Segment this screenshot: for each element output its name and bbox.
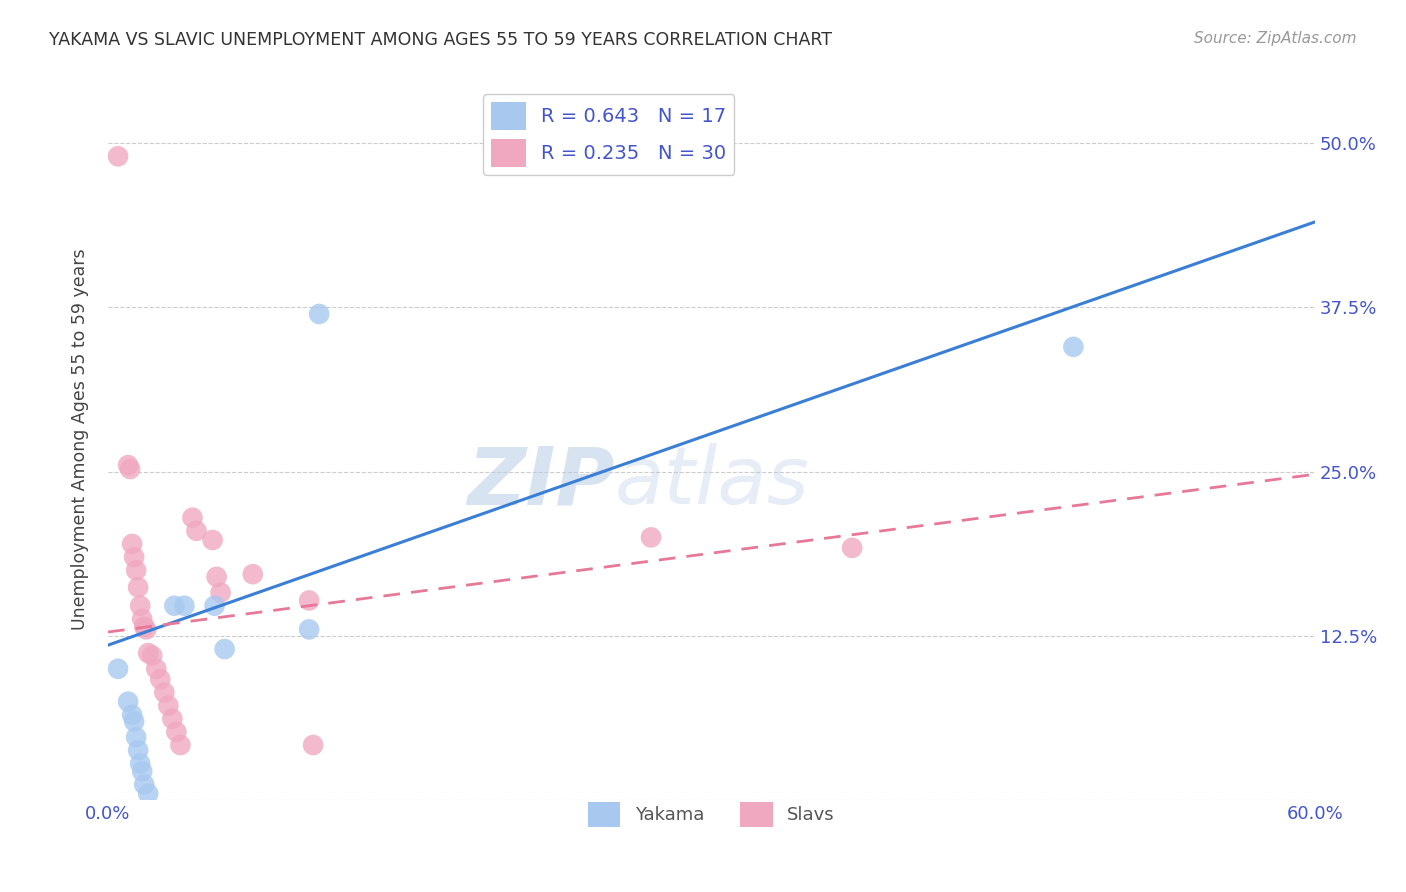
Point bbox=[205, 570, 228, 584]
Point bbox=[122, 550, 145, 565]
Point bbox=[149, 673, 172, 687]
Point bbox=[117, 695, 139, 709]
Y-axis label: Unemployment Among Ages 55 to 59 years: Unemployment Among Ages 55 to 59 years bbox=[72, 248, 89, 630]
Point bbox=[640, 530, 662, 544]
Point bbox=[122, 714, 145, 729]
Text: YAKAMA VS SLAVIC UNEMPLOYMENT AMONG AGES 55 TO 59 YEARS CORRELATION CHART: YAKAMA VS SLAVIC UNEMPLOYMENT AMONG AGES… bbox=[49, 31, 832, 49]
Legend: Yakama, Slavs: Yakama, Slavs bbox=[581, 795, 842, 835]
Point bbox=[129, 599, 152, 613]
Point bbox=[117, 458, 139, 472]
Point bbox=[173, 599, 195, 613]
Point bbox=[145, 662, 167, 676]
Point bbox=[186, 524, 208, 538]
Point bbox=[1062, 340, 1084, 354]
Point bbox=[136, 787, 159, 801]
Point bbox=[107, 662, 129, 676]
Point bbox=[165, 724, 187, 739]
Point bbox=[121, 537, 143, 551]
Point bbox=[131, 612, 153, 626]
Point bbox=[298, 623, 321, 637]
Point bbox=[136, 646, 159, 660]
Point bbox=[308, 307, 330, 321]
Point bbox=[129, 756, 152, 771]
Point bbox=[169, 738, 191, 752]
Text: atlas: atlas bbox=[614, 443, 810, 521]
Point bbox=[157, 698, 180, 713]
Point bbox=[125, 563, 148, 577]
Point bbox=[131, 764, 153, 779]
Point bbox=[181, 510, 204, 524]
Point bbox=[127, 580, 149, 594]
Point bbox=[153, 685, 176, 699]
Point bbox=[162, 712, 184, 726]
Point bbox=[242, 567, 264, 582]
Point bbox=[841, 541, 863, 555]
Point bbox=[134, 777, 156, 791]
Point bbox=[298, 593, 321, 607]
Point bbox=[214, 642, 236, 657]
Point bbox=[209, 585, 232, 599]
Point bbox=[163, 599, 186, 613]
Point bbox=[120, 462, 142, 476]
Point bbox=[141, 648, 163, 663]
Point bbox=[204, 599, 226, 613]
Point bbox=[302, 738, 325, 752]
Text: ZIP: ZIP bbox=[467, 443, 614, 521]
Point bbox=[121, 707, 143, 722]
Point bbox=[125, 730, 148, 744]
Point bbox=[134, 620, 156, 634]
Point bbox=[107, 149, 129, 163]
Point bbox=[127, 743, 149, 757]
Text: Source: ZipAtlas.com: Source: ZipAtlas.com bbox=[1194, 31, 1357, 46]
Point bbox=[135, 623, 157, 637]
Point bbox=[201, 533, 224, 547]
